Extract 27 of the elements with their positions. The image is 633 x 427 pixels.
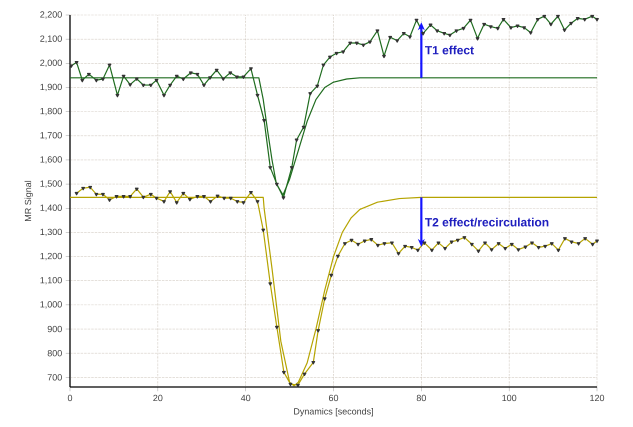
- y-tick-label: 2,200: [40, 11, 62, 19]
- y-tick-label: 1,400: [40, 204, 62, 212]
- x-tick-label: 100: [502, 394, 516, 402]
- y-tick-label: 1,300: [40, 228, 62, 236]
- x-tick-label: 0: [68, 394, 72, 402]
- y-tick-label: 700: [48, 374, 62, 381]
- y-tick-label: 800: [48, 350, 62, 356]
- y-tick-label: 1,500: [40, 180, 62, 188]
- x-tick-label: 60: [328, 394, 338, 402]
- x-axis-title: Dynamics [seconds]: [294, 408, 373, 416]
- x-tick-label: 20: [153, 394, 162, 402]
- x-tick-label: 120: [590, 394, 604, 402]
- y-tick-label: 1,200: [40, 252, 62, 260]
- annotation: T1 effect: [425, 46, 474, 54]
- y-tick-label: 1,800: [40, 108, 62, 116]
- x-tick-label: 40: [240, 394, 250, 402]
- y-tick-label: 1,000: [40, 301, 62, 309]
- y-tick-label: 1,100: [40, 277, 62, 284]
- y-tick-label: 2,000: [40, 60, 62, 68]
- y-tick-label: 1,900: [40, 84, 62, 92]
- y-tick-label: 2,100: [40, 35, 62, 43]
- y-tick-label: 1,600: [40, 156, 62, 164]
- annotation: T2 effect/recirculation: [425, 218, 548, 227]
- y-axis-title: MR Signal: [24, 180, 33, 221]
- y-tick-label: 1,700: [40, 132, 62, 140]
- y-tick-label: 900: [48, 326, 62, 332]
- x-tick-label: 80: [416, 394, 426, 402]
